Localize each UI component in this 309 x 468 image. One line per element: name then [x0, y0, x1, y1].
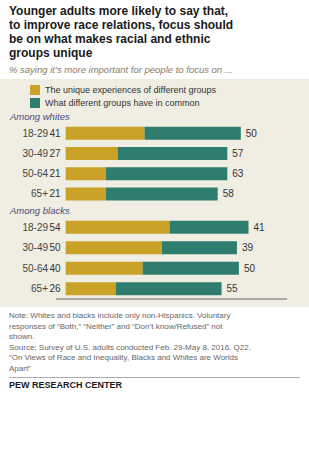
svg-text:18-29: 18-29	[22, 128, 48, 139]
html-text:The unique experiences of diff: The unique experiences of different grou…	[45, 84, 216, 95]
svg-text:21: 21	[50, 168, 62, 179]
svg-text:26: 26	[50, 283, 62, 294]
svg-text:30-49: 30-49	[22, 242, 48, 253]
svg-text:21: 21	[50, 188, 62, 199]
svg-text:40: 40	[50, 263, 62, 274]
html-text:Among blacks: Among blacks	[10, 205, 70, 216]
svg-text:41: 41	[50, 128, 62, 139]
svg-text:65+: 65+	[31, 188, 48, 199]
svg-text:30-49: 30-49	[22, 148, 48, 159]
html-text:What different groups have in: What different groups have in common	[45, 97, 200, 108]
svg-text:50: 50	[50, 242, 62, 253]
svg-text:39: 39	[242, 242, 254, 253]
html-text:Among whites: Among whites	[10, 111, 70, 122]
svg-text:55: 55	[227, 283, 239, 294]
svg-text:50: 50	[244, 263, 256, 274]
svg-text:54: 54	[50, 222, 62, 233]
html-text:Note: Whites and blacks includ: Note: Whites and blacks include only non…	[9, 311, 251, 373]
svg-text:57: 57	[232, 148, 244, 159]
svg-text:65+: 65+	[31, 283, 48, 294]
svg-text:18-29: 18-29	[22, 222, 48, 233]
html-text:PEW RESEARCH CENTER: PEW RESEARCH CENTER	[9, 380, 122, 390]
html-text:Younger adults more likely to: Younger adults more likely to say that, …	[9, 4, 234, 60]
html-text:% saying it’s more important f: % saying it’s more important for people …	[9, 64, 233, 75]
svg-text:27: 27	[50, 148, 62, 159]
svg-text:41: 41	[254, 222, 266, 233]
svg-text:58: 58	[223, 188, 235, 199]
svg-text:50: 50	[246, 128, 258, 139]
svg-text:50-64: 50-64	[22, 168, 48, 179]
svg-text:50-64: 50-64	[22, 263, 48, 274]
svg-text:63: 63	[232, 168, 244, 179]
